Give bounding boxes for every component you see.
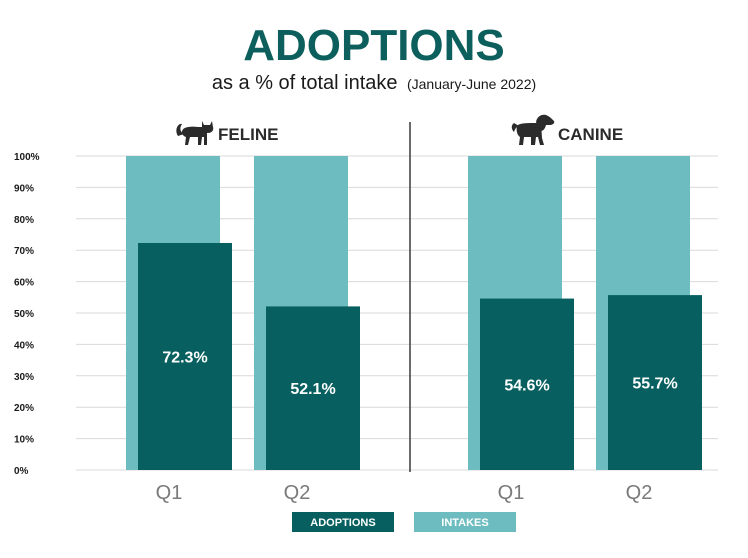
- legend-label-intakes: INTAKES: [441, 517, 488, 529]
- x-axis-ticks: Q1 Q2 Q1 Q2: [156, 482, 653, 504]
- y-tick-label: 60%: [14, 278, 34, 289]
- x-tick-label: Q1: [498, 482, 525, 504]
- dog-icon: [511, 114, 555, 145]
- y-tick-label: 90%: [14, 183, 34, 194]
- group-headers: FELINE CANINE: [218, 125, 623, 144]
- x-tick-label: Q2: [284, 482, 311, 504]
- y-tick-label: 70%: [14, 246, 34, 257]
- data-labels: 72.3% 52.1% 54.6% 55.7%: [162, 349, 677, 398]
- y-tick-label: 10%: [14, 435, 34, 446]
- y-tick-label: 80%: [14, 215, 34, 226]
- y-tick-label: 30%: [14, 372, 34, 383]
- subtitle-main: as a % of total intake: [212, 72, 398, 94]
- legend-item-adoptions: ADOPTIONS: [292, 512, 394, 532]
- y-tick-label: 50%: [14, 309, 34, 320]
- bar-adoptions-feline-q1: [138, 242, 232, 470]
- legend-label-adoptions: ADOPTIONS: [310, 517, 375, 529]
- cat-icon: [176, 121, 214, 145]
- data-label: 54.6%: [504, 377, 549, 394]
- bar-adoptions-canine-q1: [480, 298, 574, 470]
- bar-adoptions-canine-q2: [608, 295, 702, 470]
- y-axis-ticks: 0% 10% 20% 30% 40% 50% 60% 70% 80% 90% 100%: [14, 152, 40, 477]
- x-tick-label: Q2: [626, 482, 653, 504]
- data-label: 52.1%: [290, 381, 335, 398]
- bars: [126, 156, 702, 470]
- legend-swatch-adoptions: [292, 512, 394, 532]
- x-tick-label: Q1: [156, 482, 183, 504]
- y-tick-label: 40%: [14, 340, 34, 351]
- y-tick-label: 100%: [14, 152, 40, 163]
- data-label: 55.7%: [632, 376, 677, 393]
- bar-adoptions-feline-q2: [266, 306, 360, 470]
- data-label: 72.3%: [162, 349, 207, 366]
- subtitle-period: (January-June 2022): [407, 76, 536, 92]
- legend: ADOPTIONS INTAKES: [292, 512, 516, 532]
- group-label-feline: FELINE: [218, 125, 278, 144]
- y-tick-label: 0%: [14, 466, 29, 477]
- group-label-canine: CANINE: [558, 125, 623, 144]
- y-tick-label: 20%: [14, 403, 34, 414]
- chart-title: ADOPTIONS: [243, 21, 505, 70]
- legend-swatch-intakes: [414, 512, 516, 532]
- chart-subtitle: as a % of total intake (January-June 202…: [212, 72, 536, 94]
- legend-item-intakes: INTAKES: [414, 512, 516, 532]
